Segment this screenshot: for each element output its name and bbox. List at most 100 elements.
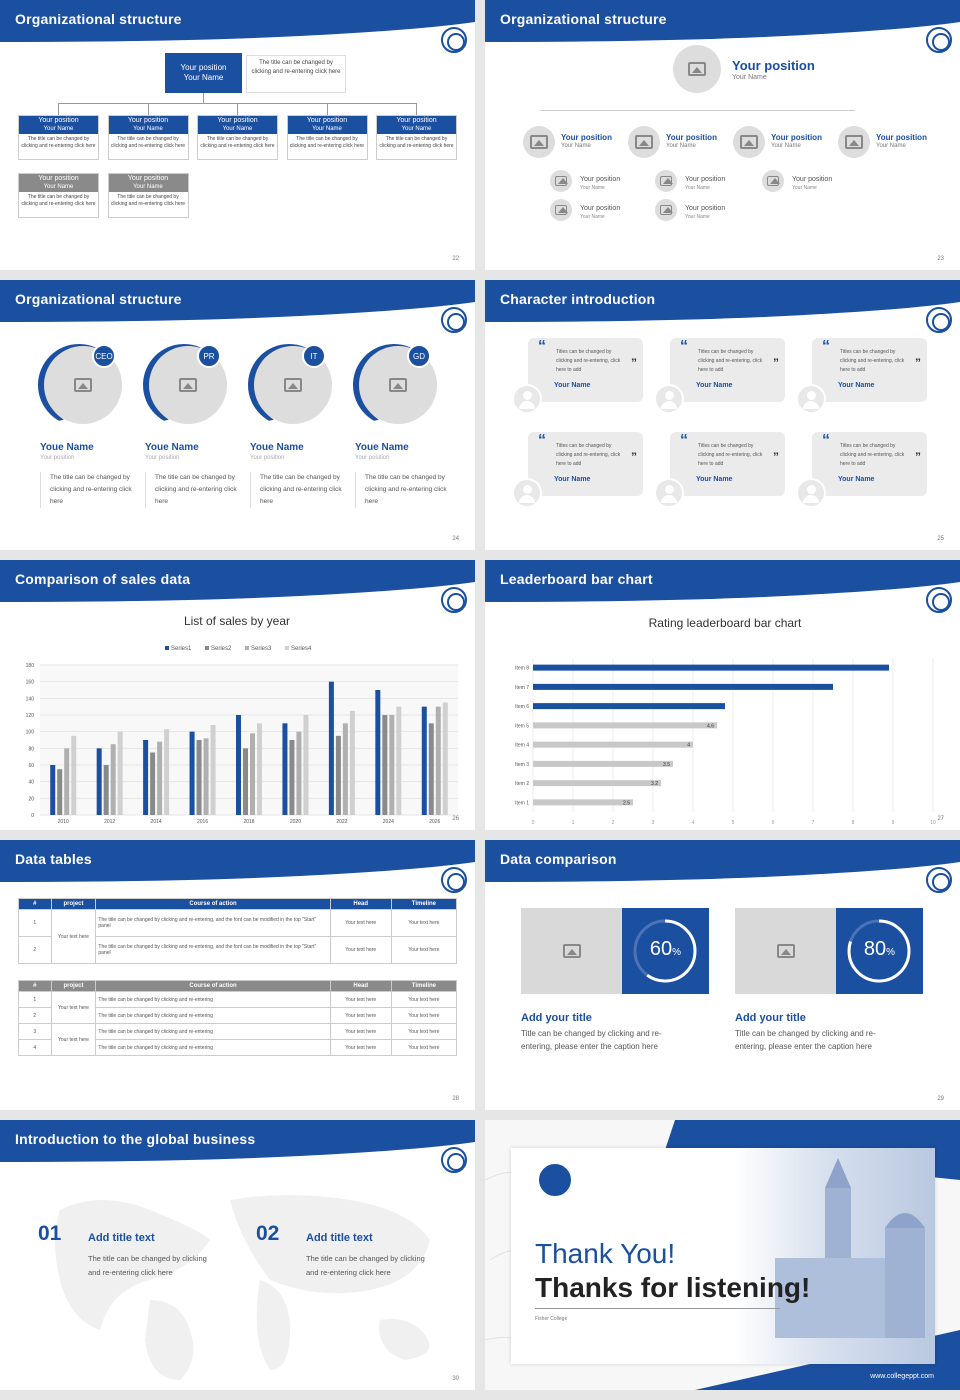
bar [335,735,341,815]
slide-title: Organizational structure [15,291,182,307]
timeline-cell: Your text here [390,991,458,1008]
org-card-header: Your position Your Name [377,116,456,134]
legend-swatch [165,646,169,650]
quote-close-icon: ” [631,450,637,464]
image-placeholder[interactable] [521,908,622,994]
ring-progress [633,919,697,983]
slide-27[interactable]: Leaderboard bar chart Rating leaderboard… [485,560,960,830]
avatar-placeholder[interactable] [628,126,660,158]
org-top-box[interactable]: Your position Your Name [165,53,242,93]
small-avatar-placeholder[interactable] [655,170,677,192]
sub-name: Your Name [685,214,710,220]
page-number: 29 [937,1096,944,1102]
slide-30[interactable]: Introduction to the global business 01 Ad… [0,1120,475,1390]
testimonial-card[interactable]: “ Titles can be changed by clicking and r… [812,432,927,496]
image-placeholder[interactable] [735,908,836,994]
quote-open-icon: “ [822,338,830,355]
avatar-head [523,485,532,494]
bar [382,715,388,815]
user-avatar-icon [796,478,826,508]
org-card[interactable]: Your position Your Name The title can be c… [107,173,189,218]
testimonial-name: Your Name [838,382,875,389]
avatar-placeholder[interactable] [523,126,555,158]
page-number: 23 [937,256,944,262]
building-illustration [735,1148,935,1364]
data-label: 3.2 [651,781,658,787]
slide-24[interactable]: Organizational structure CEO Youe Name You… [0,280,475,550]
org-card[interactable]: Your position Your Name The title can be c… [197,115,278,160]
row-name: Your Name [771,143,801,149]
y-tick-label: 80 [28,746,34,752]
testimonial-card[interactable]: “ Titles can be changed by clicking and r… [528,432,643,496]
timeline-cell: Your text here [390,1007,458,1024]
slide-25[interactable]: Character introduction “ Titles can be ch… [485,280,960,550]
group-cell: Your text here [50,909,97,964]
testimonial-card[interactable]: “ Titles can be changed by clicking and r… [670,432,785,496]
slide-31[interactable]: Thank You! Thanks for listening! Fisher … [485,1120,960,1390]
legend-label: Series4 [291,646,312,652]
small-avatar-placeholder[interactable] [762,170,784,192]
slide-28[interactable]: Data tables # project Course of action Head… [0,840,475,1110]
avatar-placeholder[interactable] [838,126,870,158]
org-card[interactable]: Your position Your Name The title can be c… [18,173,99,218]
column-header: Timeline [390,898,458,910]
item-desc: Title can be changed by clicking and re-… [521,1029,662,1051]
slide-22[interactable]: Organizational structure Your position Y… [0,0,475,270]
website-url[interactable]: www.collegeppt.com [870,1373,934,1380]
row-number: 3 [18,1023,52,1040]
action-cell: The title can be changed by clicking and… [95,1023,331,1040]
bar [428,723,434,815]
bar [533,799,633,806]
bar [533,703,725,710]
action-cell: The title can be changed by clicking and… [95,991,331,1008]
college-logo-icon [441,307,467,333]
avatar-body [661,495,677,503]
person-name: Youe Name [355,442,409,453]
slide-26[interactable]: Comparison of sales data List of sales b… [0,560,475,830]
testimonial-card[interactable]: “ Titles can be changed by clicking and r… [528,338,643,402]
quote-close-icon: ” [773,356,779,370]
x-tick-label: 0 [532,820,535,826]
slide-title: Organizational structure [15,11,182,27]
header-band [485,280,960,322]
bar [533,741,693,748]
org-card[interactable]: Your position Your Name The title can be c… [18,115,99,160]
sub-position: Your position [580,205,621,212]
sub-position: Your position [685,176,726,183]
testimonial-card[interactable]: “ Titles can be changed by clicking and r… [812,338,927,402]
x-tick-label: 10 [930,820,936,826]
org-card[interactable]: Your position Your Name The title can be c… [376,115,457,160]
y-tick-label: 180 [26,663,35,669]
org-connector [58,103,59,115]
person-position: Your position [40,455,75,461]
x-tick-label: 3 [652,820,655,826]
small-avatar-placeholder[interactable] [655,199,677,221]
avatar-placeholder[interactable] [733,126,765,158]
quote-text: Titles can be changed by clicking and re… [556,443,621,467]
org-connector [237,103,238,115]
group-cell: Your text here [50,1023,97,1056]
org-card[interactable]: Your position Your Name The title can be c… [107,115,189,160]
slide-23[interactable]: Organizational structure Your position Y… [485,0,960,270]
action-cell: The title can be changed by clicking and… [95,909,331,937]
testimonial-card[interactable]: “ Titles can be changed by clicking and r… [670,338,785,402]
column-header: Head [329,898,392,910]
column-header: Head [329,980,392,992]
y-tick-label: 0 [31,813,34,819]
y-tick-label: 60 [28,763,34,769]
top-avatar-placeholder[interactable] [673,45,721,93]
bar [303,715,309,815]
row-position: Your position [876,133,927,142]
quote-close-icon: ” [915,450,921,464]
y-tick-label: Item 6 [515,704,529,710]
column-header: project [50,898,97,910]
small-avatar-placeholder[interactable] [550,199,572,221]
column-header: Timeline [390,980,458,992]
x-tick-label: 2018 [243,819,254,825]
image-placeholder-icon [284,378,302,392]
slide-29[interactable]: Data comparison 60% Add your title Title c… [485,840,960,1110]
small-avatar-placeholder[interactable] [550,170,572,192]
org-card[interactable]: Your position Your Name The title can be c… [286,115,368,160]
percent-panel: 60% [622,908,709,994]
role-badge: IT [302,344,326,368]
